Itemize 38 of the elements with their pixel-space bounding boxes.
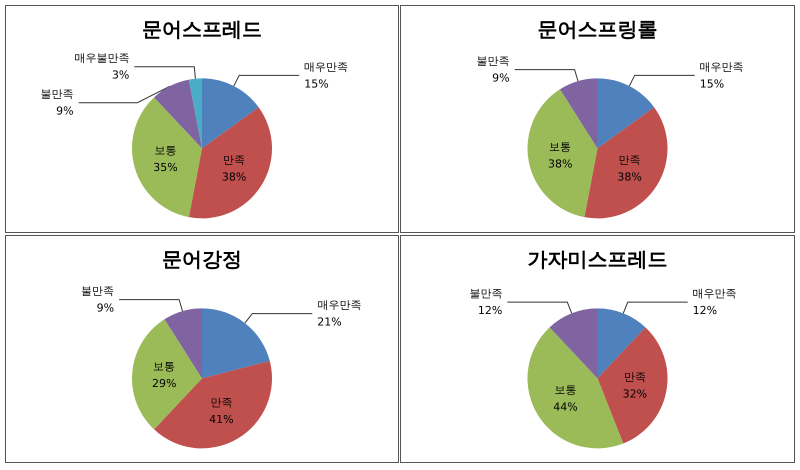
slice-label: 매우만족 (304, 60, 348, 74)
slice-label: 만족 (624, 370, 646, 384)
data-label: 38% (548, 158, 572, 170)
data-label: 44% (553, 400, 578, 414)
data-label: 32% (622, 388, 648, 400)
chart-title: 문어강정 (162, 247, 242, 271)
slice-label: 매우만족 (317, 298, 362, 312)
slice-label: 만족 (223, 154, 246, 167)
slice-label: 매우만족 (692, 287, 737, 300)
data-label: 15% (304, 77, 329, 90)
data-label: 38% (617, 170, 642, 184)
data-label: 21% (317, 316, 342, 329)
slice-label: 보통 (554, 384, 576, 397)
slice-label: 불만족 (40, 88, 74, 101)
chart-title: 가자미스프레드 (528, 247, 668, 271)
data-label: 3% (112, 68, 130, 82)
data-label: 15% (700, 77, 724, 90)
slice-label: 불만족 (81, 284, 114, 298)
data-label: 9% (96, 302, 114, 315)
slice-label: 보통 (153, 360, 176, 373)
slice-label: 매우만족 (700, 60, 744, 74)
slice-label: 만족 (210, 396, 232, 410)
chart-title: 문어스프레드 (142, 17, 262, 41)
data-label: 9% (56, 104, 74, 118)
slice-label: 만족 (618, 154, 641, 167)
slice-label: 불만족 (469, 287, 502, 300)
data-label: 41% (209, 413, 234, 426)
chart-title: 문어스프링롤 (538, 17, 658, 41)
data-label: 12% (692, 304, 718, 318)
data-label: 35% (153, 160, 178, 174)
slice-label: 보통 (154, 144, 177, 157)
data-label: 12% (478, 304, 502, 318)
data-label: 38% (222, 170, 246, 184)
slice-label: 보통 (549, 140, 572, 154)
slice-label: 불만족 (476, 54, 510, 68)
slice-label: 매우불만족 (74, 52, 130, 65)
data-label: 29% (152, 376, 176, 390)
data-label: 9% (492, 72, 510, 85)
